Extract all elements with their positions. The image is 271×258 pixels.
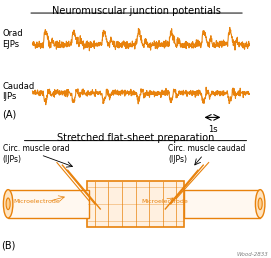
- FancyBboxPatch shape: [87, 181, 184, 227]
- Text: (B): (B): [1, 240, 16, 250]
- Text: Circ. muscle orad
(IJPs): Circ. muscle orad (IJPs): [3, 144, 69, 164]
- Text: Microelectrode: Microelectrode: [141, 199, 188, 204]
- FancyBboxPatch shape: [8, 190, 89, 218]
- Text: Caudad
IJPs: Caudad IJPs: [2, 82, 34, 101]
- Ellipse shape: [255, 190, 265, 218]
- Text: (A): (A): [2, 109, 17, 119]
- Text: 1s: 1s: [208, 125, 217, 134]
- Text: Neuromuscular junction potentials: Neuromuscular junction potentials: [52, 6, 221, 15]
- Text: Wood-2833: Wood-2833: [237, 252, 268, 257]
- Ellipse shape: [6, 198, 10, 209]
- Ellipse shape: [258, 198, 262, 209]
- FancyBboxPatch shape: [184, 190, 260, 218]
- Ellipse shape: [4, 190, 13, 218]
- Text: Microelectrode: Microelectrode: [14, 199, 60, 204]
- Text: Stretched flat-sheet preparation: Stretched flat-sheet preparation: [57, 133, 214, 143]
- Text: Orad
EJPs: Orad EJPs: [2, 29, 23, 49]
- Text: Circ. muscle caudad
(IJPs): Circ. muscle caudad (IJPs): [168, 144, 246, 164]
